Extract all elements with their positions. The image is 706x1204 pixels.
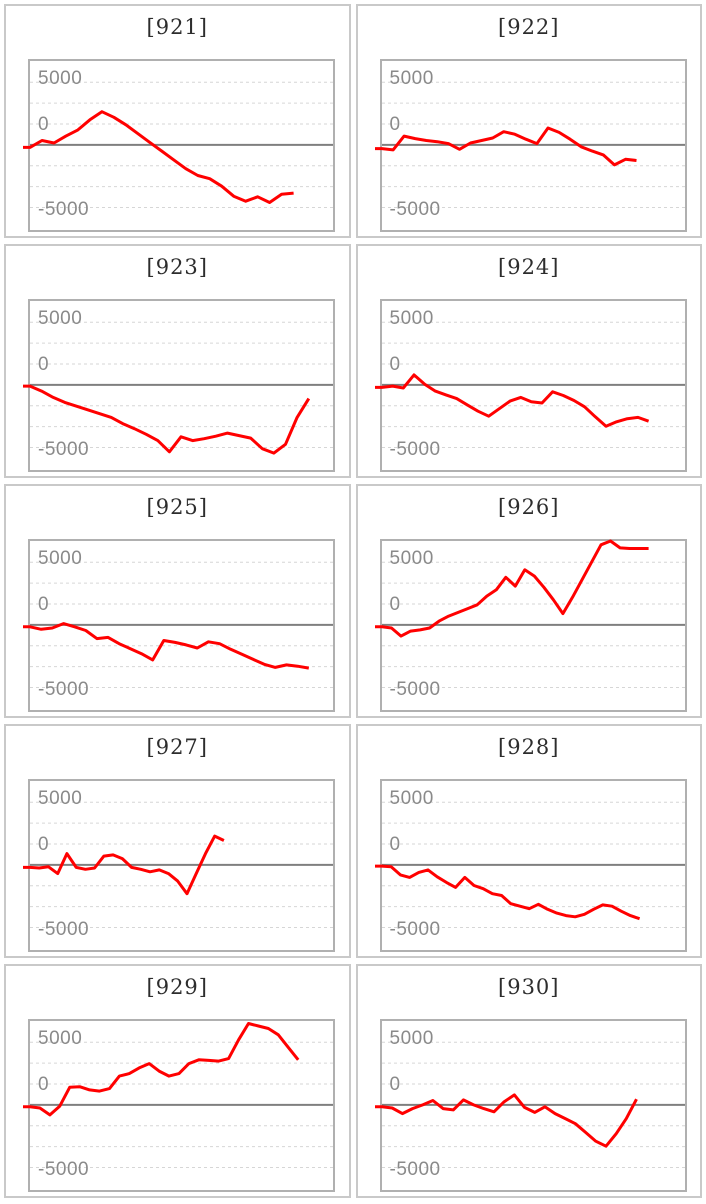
chart-canvas bbox=[374, 539, 685, 688]
chart-canvas bbox=[374, 1041, 685, 1168]
y-tick-0: 0 bbox=[389, 114, 401, 135]
y-tick-5000: 5000 bbox=[38, 788, 83, 809]
y-tick-0: 0 bbox=[389, 354, 401, 375]
y-tick-neg5000: -5000 bbox=[389, 679, 441, 700]
y-tick-0: 0 bbox=[38, 834, 50, 855]
y-tick-0: 0 bbox=[38, 114, 50, 135]
data-series-line bbox=[374, 864, 640, 921]
chart-canvas bbox=[374, 81, 685, 208]
chart-canvas bbox=[374, 321, 685, 448]
chart-title: [926] bbox=[498, 495, 560, 519]
y-tick-neg5000: -5000 bbox=[38, 679, 90, 700]
y-tick-5000: 5000 bbox=[389, 68, 434, 89]
chart-canvas bbox=[23, 561, 333, 688]
chart-plot-area: 5000 0 -5000 bbox=[23, 1019, 335, 1192]
data-series-line bbox=[374, 1093, 638, 1148]
y-tick-5000: 5000 bbox=[38, 308, 83, 329]
data-series-line bbox=[23, 1022, 300, 1117]
chart-card: [922] 5000 0 -5000 bbox=[355, 4, 702, 238]
chart-plot-area: 5000 0 -5000 bbox=[374, 299, 687, 472]
chart-title: [927] bbox=[146, 735, 208, 759]
chart-canvas bbox=[23, 801, 333, 928]
y-tick-neg5000: -5000 bbox=[38, 919, 90, 940]
chart-canvas bbox=[23, 321, 333, 455]
y-tick-5000: 5000 bbox=[389, 308, 434, 329]
chart-card: [928] 5000 0 -5000 bbox=[355, 724, 702, 958]
y-tick-neg5000: -5000 bbox=[389, 1159, 441, 1180]
data-series-line bbox=[23, 622, 310, 670]
y-tick-neg5000: -5000 bbox=[38, 199, 90, 220]
chart-title: [928] bbox=[498, 735, 560, 759]
y-tick-5000: 5000 bbox=[38, 1028, 83, 1049]
y-tick-neg5000: -5000 bbox=[38, 1159, 90, 1180]
y-tick-neg5000: -5000 bbox=[38, 439, 90, 460]
chart-card: [927] 5000 0 -5000 bbox=[4, 724, 351, 958]
y-tick-5000: 5000 bbox=[38, 548, 83, 569]
y-tick-0: 0 bbox=[38, 354, 50, 375]
chart-plot-area: 5000 0 -5000 bbox=[23, 299, 335, 472]
chart-card: [929] 5000 0 -5000 bbox=[4, 964, 351, 1198]
y-tick-neg5000: -5000 bbox=[389, 919, 441, 940]
y-tick-5000: 5000 bbox=[389, 788, 434, 809]
chart-title: [925] bbox=[146, 495, 208, 519]
y-tick-neg5000: -5000 bbox=[389, 199, 441, 220]
y-tick-0: 0 bbox=[38, 1074, 50, 1095]
chart-plot-area: 5000 0 -5000 bbox=[23, 539, 335, 712]
data-series-line bbox=[23, 384, 311, 455]
chart-title: [921] bbox=[146, 15, 208, 39]
chart-plot-area: 5000 0 -5000 bbox=[374, 1019, 687, 1192]
chart-plot-area: 5000 0 -5000 bbox=[374, 539, 687, 712]
chart-canvas bbox=[23, 81, 333, 208]
chart-plot-area: 5000 0 -5000 bbox=[374, 59, 687, 232]
chart-plot-area: 5000 0 -5000 bbox=[23, 779, 335, 952]
y-tick-neg5000: -5000 bbox=[389, 439, 441, 460]
chart-card: [924] 5000 0 -5000 bbox=[355, 244, 702, 478]
data-series-line bbox=[374, 373, 649, 428]
chart-canvas bbox=[23, 1022, 333, 1168]
chart-title: [930] bbox=[498, 975, 560, 999]
chart-title: [924] bbox=[498, 255, 560, 279]
chart-card: [921] 5000 0 -5000 bbox=[4, 4, 351, 238]
y-tick-5000: 5000 bbox=[389, 548, 434, 569]
chart-title: [929] bbox=[146, 975, 208, 999]
chart-plot-area: 5000 0 -5000 bbox=[23, 59, 335, 232]
chart-card: [926] 5000 0 -5000 bbox=[355, 484, 702, 718]
y-tick-0: 0 bbox=[389, 594, 401, 615]
y-tick-5000: 5000 bbox=[389, 1028, 434, 1049]
chart-card: [925] 5000 0 -5000 bbox=[4, 484, 351, 718]
data-series-line bbox=[23, 110, 294, 204]
data-series-line bbox=[374, 126, 637, 167]
chart-title: [922] bbox=[498, 15, 560, 39]
chart-title: [923] bbox=[146, 255, 208, 279]
y-tick-0: 0 bbox=[389, 834, 401, 855]
y-tick-0: 0 bbox=[389, 1074, 401, 1095]
chart-plot-area: 5000 0 -5000 bbox=[374, 779, 687, 952]
chart-card: [930] 5000 0 -5000 bbox=[355, 964, 702, 1198]
y-tick-5000: 5000 bbox=[38, 68, 83, 89]
chart-canvas bbox=[374, 801, 685, 928]
y-tick-0: 0 bbox=[38, 594, 50, 615]
chart-card: [923] 5000 0 -5000 bbox=[4, 244, 351, 478]
data-series-line bbox=[23, 834, 225, 896]
data-series-line bbox=[374, 539, 649, 638]
